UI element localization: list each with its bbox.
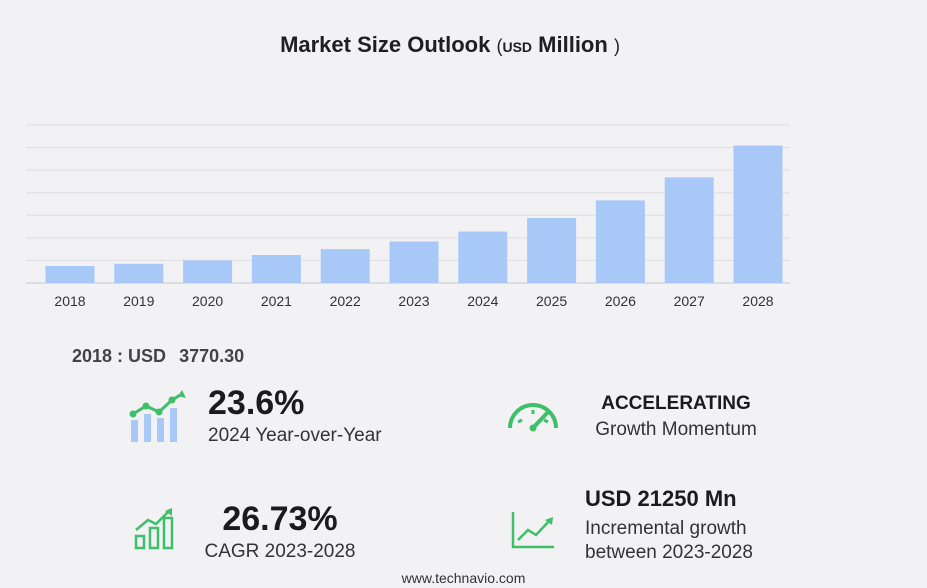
base-year-number: 3770.30 [179, 346, 245, 366]
incremental-value: USD 21250 Mn [585, 486, 737, 511]
title-close-paren: ) [613, 36, 620, 56]
x-tick-label-2025: 2025 [536, 293, 567, 309]
momentum-stat: ACCELERATING Growth Momentum [576, 393, 776, 441]
bar-growth-icon [134, 508, 174, 550]
bar-2023 [389, 241, 439, 283]
speedometer-icon [508, 403, 558, 432]
cagr-value: 26.73% [222, 500, 338, 538]
title-open-paren: ( [496, 36, 503, 56]
yoy-value: 23.6% [208, 384, 305, 422]
chart-title: Market Size Outlook (USD Million ) [0, 32, 900, 58]
x-tick-label-2028: 2028 [742, 293, 773, 309]
bar-2018 [45, 265, 95, 283]
base-year-value: 2018 : USD 3770.30 [72, 346, 244, 367]
title-main: Market Size Outlook [280, 32, 491, 57]
bar-2026 [595, 200, 645, 283]
bar-2020 [183, 260, 233, 283]
incremental-label-2: between 2023-2028 [585, 542, 753, 563]
bar-2024 [458, 231, 508, 283]
incremental-stat: USD 21250 Mn Incremental growth between … [585, 486, 753, 564]
yoy-label: 2024 Year-over-Year [208, 425, 382, 446]
x-tick-label-2027: 2027 [674, 293, 705, 309]
x-tick-label-2021: 2021 [261, 293, 292, 309]
bar-2019 [114, 263, 164, 283]
title-unit-small: USD [502, 39, 533, 55]
x-tick-label-2026: 2026 [605, 293, 636, 309]
x-tick-label-2018: 2018 [54, 293, 85, 309]
momentum-value: ACCELERATING [601, 393, 751, 414]
cagr-stat: 26.73% CAGR 2023-2028 [200, 500, 360, 563]
bar-2021 [251, 255, 301, 283]
x-tick-label-2022: 2022 [330, 293, 361, 309]
cagr-label: CAGR 2023-2028 [204, 541, 356, 562]
yoy-stat: 23.6% 2024 Year-over-Year [208, 384, 382, 447]
bar-2027 [664, 177, 714, 283]
incremental-label-1: Incremental growth [585, 518, 747, 539]
bar-2028 [733, 145, 783, 283]
base-year-label: 2018 : USD [72, 346, 167, 366]
x-tick-label-2024: 2024 [467, 293, 498, 309]
bar-2025 [527, 217, 577, 283]
bar-2022 [320, 249, 370, 283]
x-tick-label-2023: 2023 [398, 293, 429, 309]
momentum-label: Growth Momentum [595, 419, 757, 440]
bar-chart: 2018 2019 2020 2021 2022 2023 2024 2025 2026 2027… [26, 124, 790, 309]
growth-chart-icon [129, 390, 186, 442]
title-unit: Million [538, 32, 608, 57]
trend-line-icon [511, 512, 554, 549]
x-tick-label-2019: 2019 [123, 293, 154, 309]
footer-source: www.technavio.com [401, 570, 526, 586]
x-tick-label-2020: 2020 [192, 293, 223, 309]
